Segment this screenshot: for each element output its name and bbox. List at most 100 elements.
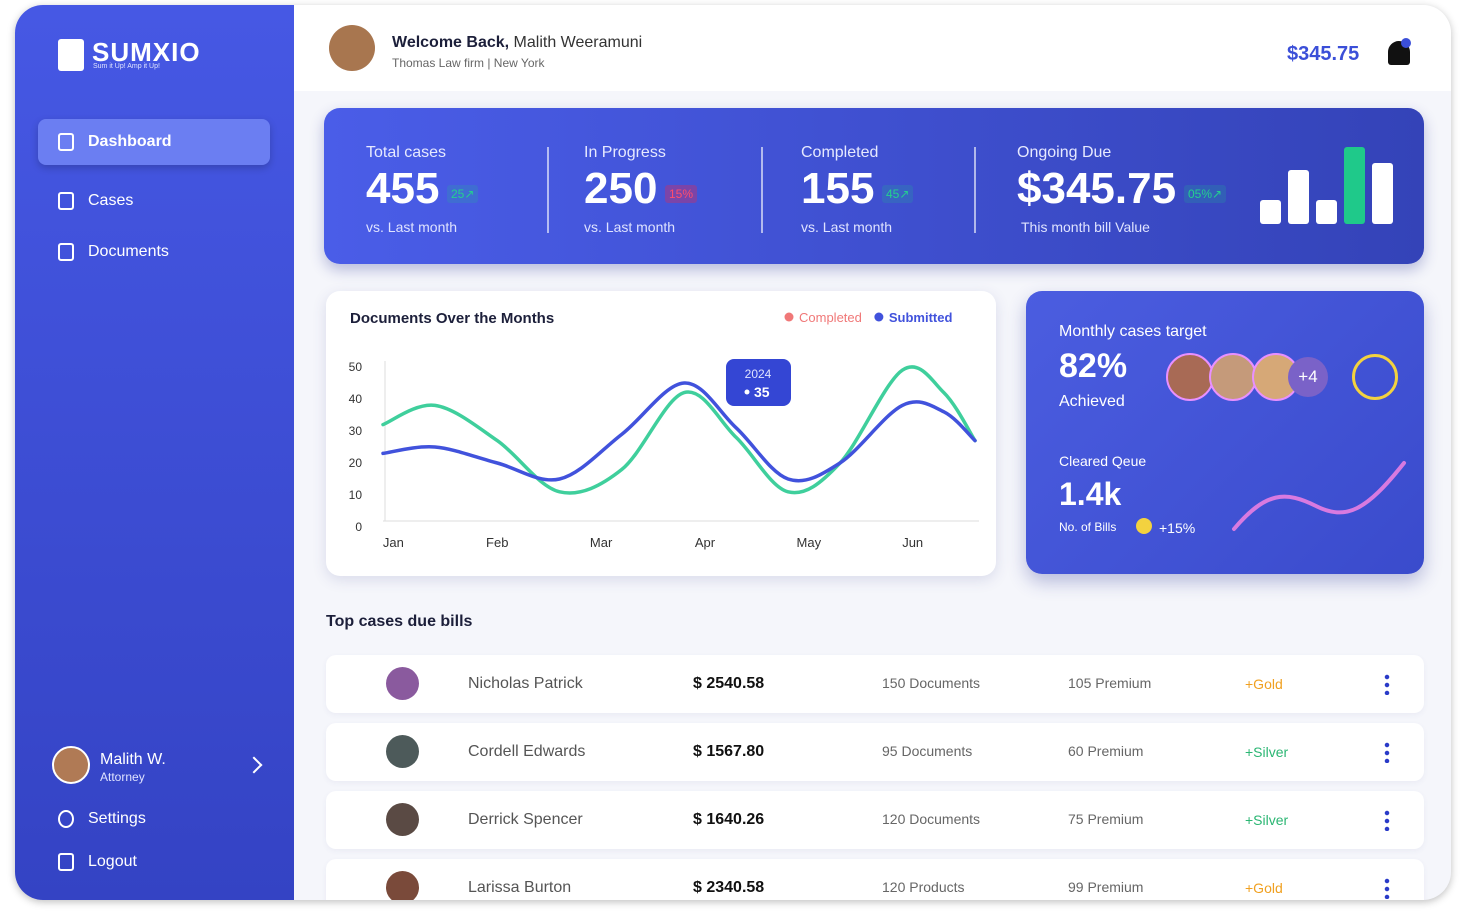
change-icon: [1136, 518, 1152, 534]
stat-change: 05%↗: [1184, 185, 1227, 203]
header-balance: $345.75: [1287, 43, 1360, 65]
deco-bar: [1260, 200, 1281, 224]
stat-change: 45↗: [882, 185, 914, 203]
nav-label: Documents: [88, 243, 169, 260]
deco-bar: [1288, 170, 1309, 224]
nav-item[interactable]: Settings: [38, 796, 270, 842]
y-tick-label: 30: [349, 424, 363, 438]
brand-name: SUMXIO: [92, 37, 201, 67]
cleared-title: Cleared Qeue: [1059, 453, 1147, 469]
x-tick-label: Jun: [902, 535, 923, 550]
stat-note: This month bill Value: [1021, 219, 1150, 235]
y-tick-label: 40: [349, 392, 363, 406]
welcome-text: Welcome Back,: [392, 34, 510, 51]
nav-item[interactable]: Dashboard: [38, 119, 270, 165]
stat-note: vs. Last month: [801, 219, 893, 235]
welcome: Welcome Back, Malith Weeramuni: [392, 34, 642, 52]
user-role: Attorney: [100, 770, 145, 784]
nav-label: Logout: [88, 853, 137, 870]
row-premium: 99 Premium: [1068, 879, 1144, 895]
row-premium: 75 Premium: [1068, 811, 1144, 827]
stat-change: 15%: [665, 185, 698, 203]
logo-icon: [58, 39, 84, 71]
deco-bar: [1372, 163, 1393, 224]
table-row[interactable]: Nicholas Patrick $ 2540.58 150 Documents 10…: [326, 655, 1424, 713]
table-row[interactable]: Derrick Spencer $ 1640.26 120 Documents 75 …: [326, 791, 1424, 849]
row-avatar: [386, 735, 419, 768]
sparkline: [1232, 461, 1406, 531]
divider: [974, 147, 976, 233]
line-chart: Documents Over the Months 0 10 20 30 40 50 Jan…: [349, 310, 979, 550]
nav-label: Cases: [88, 192, 134, 209]
stat-value: 155: [801, 164, 875, 213]
row-documents: 150 Documents: [882, 675, 981, 691]
tooltip-label: 2024: [745, 367, 772, 381]
header-subtitle: Thomas Law firm | New York: [392, 56, 545, 70]
divider: [547, 147, 549, 233]
avatar: [1209, 353, 1257, 401]
brand-tagline: Sum it Up! Amp it Up!: [93, 63, 160, 70]
row-documents: 120 Products: [882, 879, 965, 895]
stats-banner: [324, 108, 1424, 264]
nav-item[interactable]: Documents: [38, 229, 270, 275]
target-card: Monthly cases target 82% Achieved +4 Cle…: [1026, 291, 1424, 574]
y-tick-label: 0: [355, 520, 362, 534]
user-name: Malith W.: [100, 751, 166, 768]
row-amount: $ 2540.58: [693, 675, 765, 692]
header: [294, 5, 1451, 91]
stat-label: Total cases: [366, 144, 447, 161]
bag-icon: [1352, 354, 1398, 400]
x-tick-label: Jan: [383, 535, 404, 550]
x-tick-label: Feb: [486, 535, 508, 550]
nav-item[interactable]: Logout: [38, 839, 270, 885]
table-row[interactable]: Cordell Edwards $ 1567.80 95 Documents 60 P…: [326, 723, 1424, 781]
stat-value: $345.75: [1017, 164, 1177, 213]
row-menu[interactable]: [1384, 741, 1390, 763]
table-title: Top cases due bills: [326, 613, 473, 630]
stat-label: Completed: [801, 144, 879, 161]
deco-bar: [1316, 200, 1337, 224]
row-tier: +Gold: [1245, 880, 1283, 896]
row-tier: +Gold: [1245, 676, 1283, 692]
row-amount: $ 1567.80: [693, 743, 765, 760]
chart-card: Documents Over the Months 0 10 20 30 40 50 Jan…: [326, 291, 996, 576]
cleared-value: 1.4k: [1059, 476, 1122, 512]
y-tick-label: 20: [349, 456, 363, 470]
y-tick-label: 10: [349, 488, 363, 502]
target-percent: 82%: [1059, 347, 1128, 385]
bell-dot: [1401, 38, 1411, 48]
row-name: Derrick Spencer: [468, 811, 583, 828]
row-menu[interactable]: [1384, 673, 1390, 695]
nav-label: Settings: [88, 810, 146, 827]
cleared-label: No. of Bills: [1059, 520, 1117, 534]
series-line: [381, 365, 977, 495]
user-chevron[interactable]: [245, 756, 263, 774]
target-status: Achieved: [1059, 393, 1125, 410]
stat-change: 25↗: [447, 185, 479, 203]
row-menu[interactable]: [1384, 809, 1390, 831]
x-tick-label: May: [797, 535, 822, 550]
cleared-change: +15%: [1159, 520, 1196, 536]
stat-label: In Progress: [584, 144, 666, 161]
deco-bar: [1344, 147, 1365, 224]
row-premium: 105 Premium: [1068, 675, 1152, 691]
app-frame: SUMXIO Sum it Up! Amp it Up! Dashboard C…: [15, 5, 1451, 900]
nav-item[interactable]: Cases: [38, 178, 270, 224]
user-avatar: [52, 746, 90, 784]
avatar: [1166, 353, 1214, 401]
tooltip: [726, 359, 791, 406]
tooltip-dot: [744, 389, 750, 395]
series-line: [381, 381, 977, 483]
chart-title: Documents Over the Months: [350, 310, 554, 327]
stat-value: 455: [366, 164, 440, 213]
legend-label: Completed: [799, 310, 862, 325]
row-name: Nicholas Patrick: [468, 675, 583, 692]
row-premium: 60 Premium: [1068, 743, 1144, 759]
tooltip-value: 35: [754, 384, 770, 400]
table-row[interactable]: Larissa Burton $ 2340.58 120 Products 99 Pr…: [326, 859, 1424, 900]
row-menu[interactable]: [1384, 877, 1390, 899]
y-tick-label: 50: [349, 360, 363, 374]
more-avatars: +4: [1288, 357, 1328, 397]
welcome-name: Malith Weeramuni: [513, 34, 643, 51]
